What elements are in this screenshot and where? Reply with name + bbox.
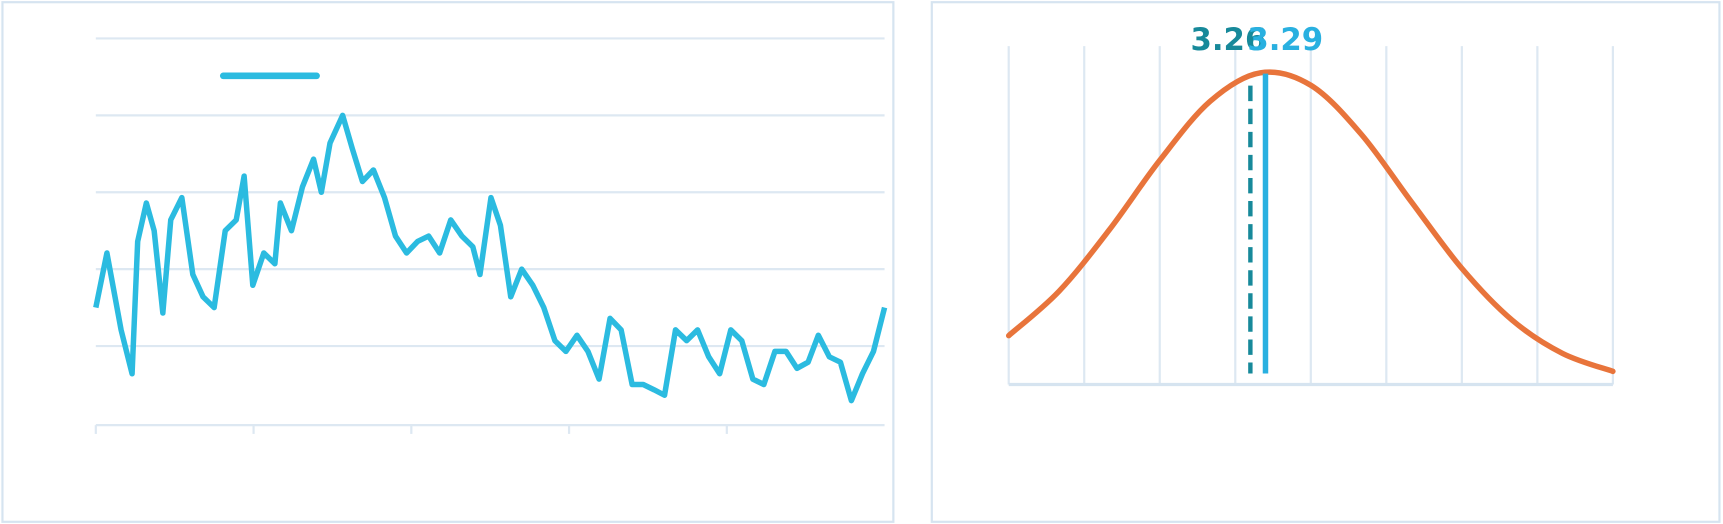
marker-label: 3.29: [1247, 22, 1323, 58]
density-curve: [1005, 69, 1616, 375]
line-series: [93, 112, 888, 404]
panel: [930, 1, 1721, 523]
marker-label: 3.26: [1190, 22, 1266, 58]
panel: [1, 1, 895, 523]
